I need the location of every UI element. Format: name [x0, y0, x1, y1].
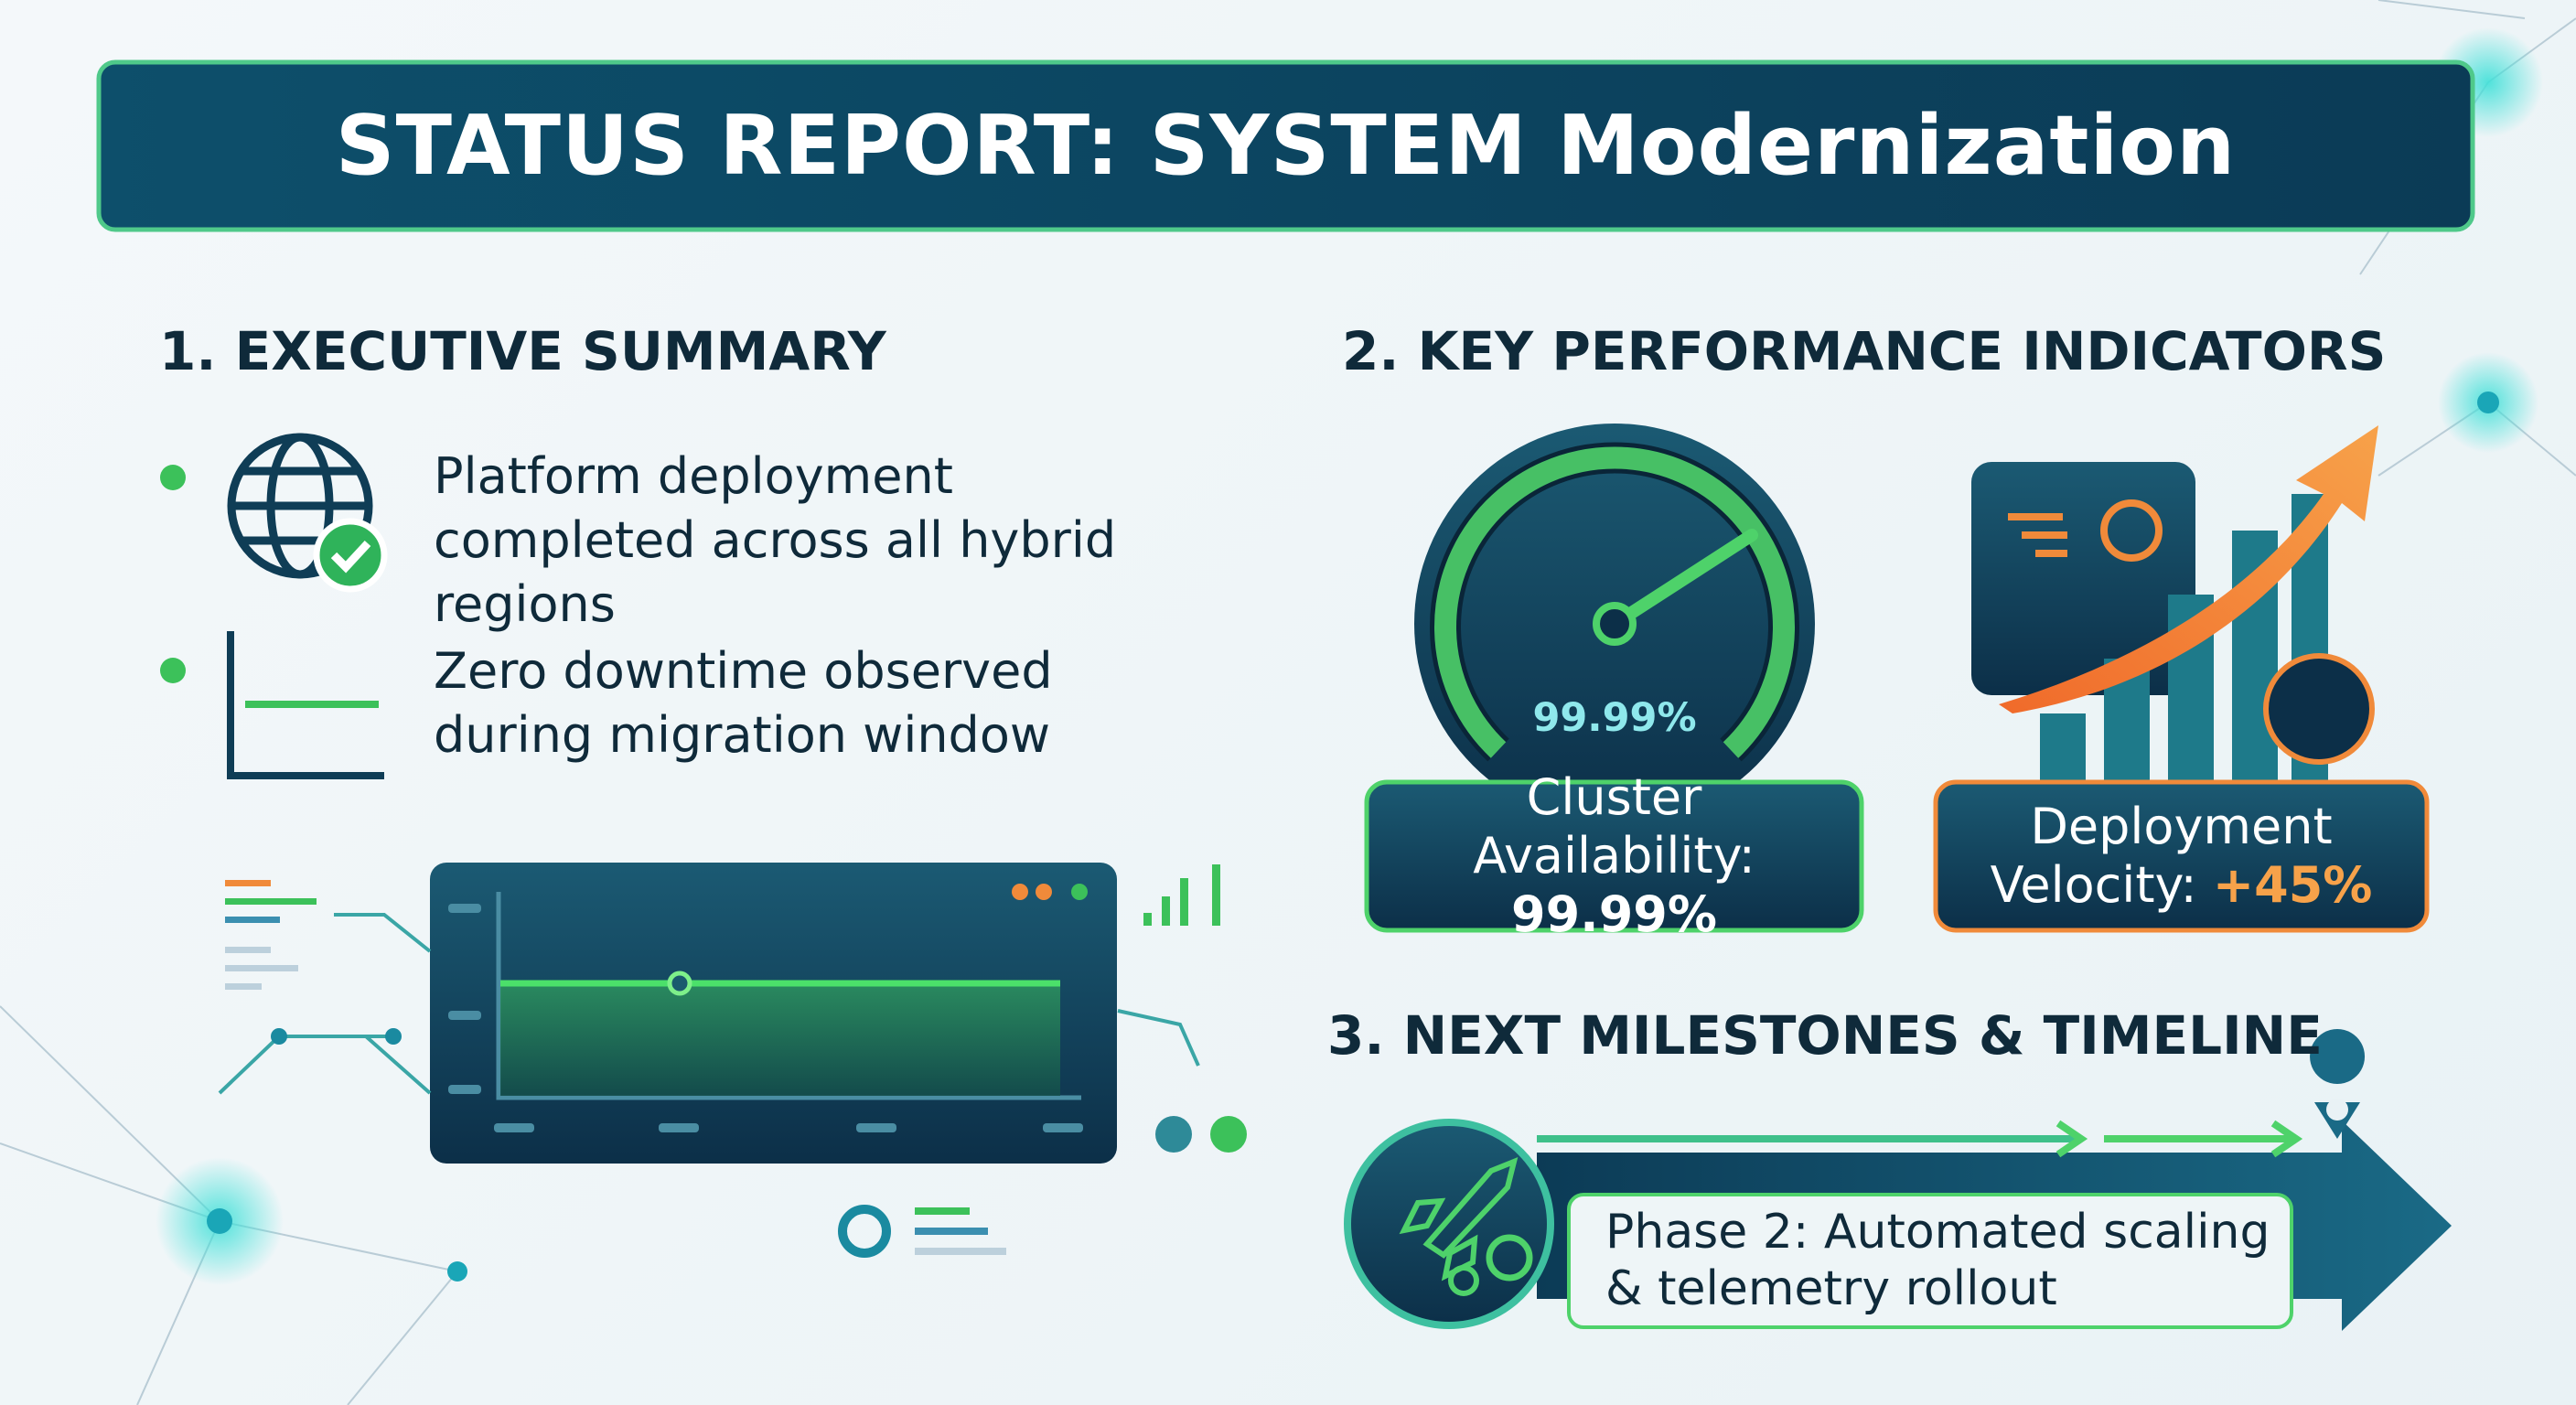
gauge-value: 99.99% — [1532, 695, 1697, 741]
bullet — [160, 658, 186, 683]
line-chart-icon — [227, 631, 384, 779]
header-banner — [96, 59, 2475, 232]
node — [207, 1208, 232, 1234]
check — [330, 540, 371, 574]
section-heading: 2. KEY PERFORMANCE INDICATORS — [1342, 320, 2387, 382]
dashboard-illustration — [218, 863, 1247, 1258]
kpi-card: Cluster Availability: 99.99% — [1367, 768, 1862, 943]
velocity-illustration — [1971, 425, 2378, 787]
kpi-card: Deployment Velocity: +45% — [1936, 782, 2427, 930]
check-badge — [313, 518, 388, 593]
summary-item: Zero downtime observed during migration … — [434, 642, 1053, 764]
timeline-illustration — [1344, 1029, 2452, 1331]
kpi-value: +45% — [2212, 856, 2373, 914]
kpi-label: Cluster Availability: — [1473, 768, 1755, 885]
section-heading: 1. EXECUTIVE SUMMARY — [159, 320, 886, 382]
kpi-card-frame — [1933, 779, 2430, 933]
node — [2477, 391, 2499, 413]
milestone-text: Phase 2: Automated scaling & telemetry r… — [1605, 1205, 2270, 1316]
gauge-illustration — [1414, 424, 1815, 824]
kpi-card-frame — [1364, 779, 1864, 933]
summary-item: Platform deployment completed across all… — [434, 447, 1117, 633]
report-title: STATUS REPORT: SYSTEM Modernization — [335, 98, 2237, 194]
kpi-value: 99.99% — [1511, 885, 1717, 943]
kpi-label: Deployment Velocity: — [1990, 798, 2333, 914]
bullet — [160, 465, 186, 490]
kpi-card-text: Deployment Velocity: +45% — [1981, 798, 2381, 915]
kpi-card-text: Cluster Availability: 99.99% — [1385, 768, 1843, 944]
section-heading: 3. NEXT MILESTONES & TIMELINE — [1327, 1004, 2323, 1067]
node — [447, 1261, 467, 1282]
